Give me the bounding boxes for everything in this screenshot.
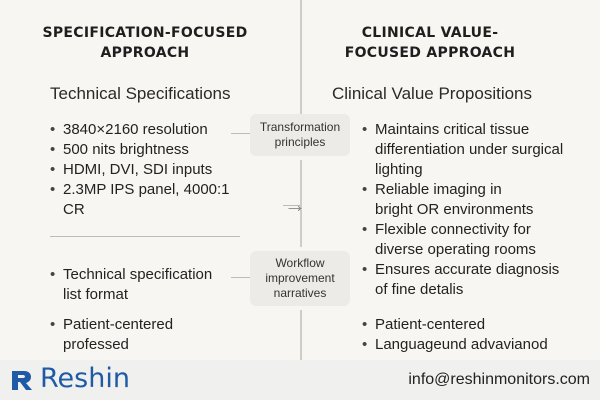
brand-name: Reshin — [40, 363, 130, 394]
workflow-narratives-box: Workflow improvement narratives — [250, 251, 350, 306]
list-item: Languageund advavianod — [362, 335, 582, 355]
connector-line — [231, 133, 250, 134]
reshin-logo-icon — [12, 371, 32, 390]
spec-item: HDMI, DVI, SDI inputs — [50, 160, 250, 180]
list-item: Patient-centered professed — [50, 315, 190, 355]
spec-list: 3840×2160 resolution 500 nits brightness… — [50, 120, 250, 220]
left-separator — [50, 236, 240, 237]
left-heading: SPECIFICATION-FOCUSED APPROACH — [42, 25, 248, 61]
center-divider-top — [300, 0, 302, 114]
list-item: Technical specification list format — [50, 265, 230, 305]
contact-email[interactable]: info@reshinmonitors.com — [408, 371, 590, 388]
right-subtitle: Clinical Value Propositions — [332, 84, 533, 103]
value-item: Ensures accurate diagnosis of fine detal… — [362, 260, 572, 300]
spec-item: 2.3MP IPS panel, 4000:1 CR — [50, 180, 250, 220]
right-heading: CLINICAL VALUE-FOCUSED APPROACH — [344, 25, 516, 61]
footer: Reshin info@reshinmonitors.com — [0, 360, 600, 400]
value-item: Maintains critical tissue differentiatio… — [362, 120, 572, 180]
value-item: Flexible connectivity for diverse operat… — [362, 220, 552, 260]
connector-line — [283, 205, 300, 206]
list-item: Patient-centered — [362, 315, 582, 335]
value-list: Maintains critical tissue differentiatio… — [362, 120, 572, 300]
arrow-right-icon: → — [284, 192, 306, 217]
left-subtitle: Technical Specifications — [50, 84, 231, 103]
spec-item: 3840×2160 resolution — [50, 120, 250, 140]
center-divider-bottom — [300, 310, 302, 360]
spec-item: 500 nits brightness — [50, 140, 250, 160]
transformation-principles-box: Transformation principles — [250, 114, 350, 156]
connector-line — [231, 277, 250, 278]
left-bottom-list: Technical specification list format Pati… — [50, 265, 230, 355]
center-divider-mid — [300, 160, 302, 247]
value-item: Reliable imaging in bright OR environmen… — [362, 180, 542, 220]
right-bottom-list: Patient-centered Languageund advavianod — [362, 315, 582, 355]
